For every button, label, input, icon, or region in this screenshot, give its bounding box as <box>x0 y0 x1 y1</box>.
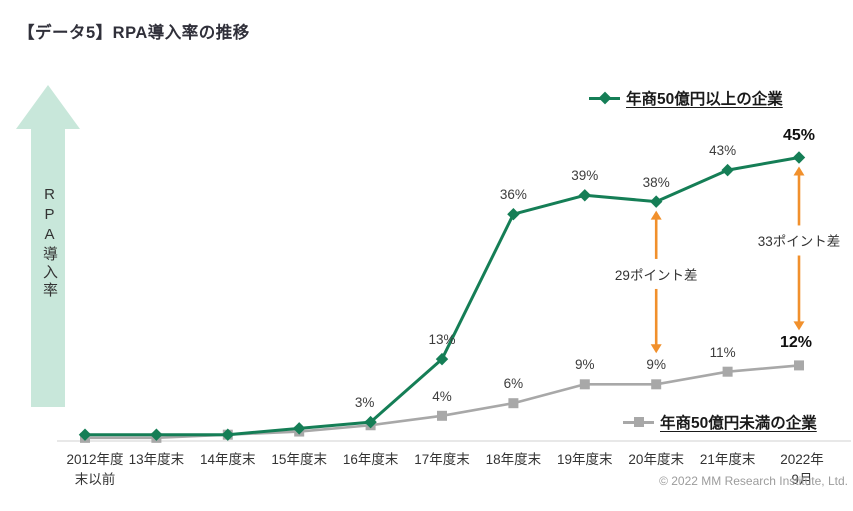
data-label: 9% <box>575 357 595 373</box>
data-label: 12% <box>779 334 813 352</box>
x-tick-label: 21年度末 <box>699 452 756 467</box>
data-label: 13% <box>428 332 456 348</box>
gap-arrow-down-head-icon <box>793 321 805 331</box>
data-point-diamond-icon <box>507 207 520 221</box>
gap-arrow-down-head-icon <box>650 344 662 354</box>
x-tick-label: 13年度末 <box>128 452 185 467</box>
data-point-square-icon <box>651 379 662 390</box>
legend-small-companies: 年商50億円未満の企業 <box>623 411 817 433</box>
copyright-text: © 2022 MM Research Institute, Ltd. <box>659 474 848 488</box>
x-tick-label: 2022年9月 <box>780 452 824 488</box>
data-point-diamond-icon <box>649 195 663 208</box>
x-tick-label: 2012年度 末以前 <box>66 452 124 488</box>
legend-square-marker-icon <box>623 416 654 428</box>
x-tick-label: 18年度末 <box>485 452 542 467</box>
data-label: 11% <box>709 344 736 360</box>
x-tick-label: 17年度末 <box>414 452 470 467</box>
data-label: 4% <box>432 388 452 404</box>
x-tick-label: 20年度末 <box>628 452 684 467</box>
x-tick-label: 16年度末 <box>342 452 399 467</box>
data-point-diamond-icon <box>435 352 449 366</box>
data-point-diamond-icon <box>221 428 235 441</box>
data-label: 36% <box>499 187 527 203</box>
data-point-diamond-icon <box>792 151 806 164</box>
data-label: 38% <box>642 174 670 190</box>
data-point-diamond-icon <box>578 189 592 202</box>
gap-arrow-up-head-icon <box>793 166 805 176</box>
gap-annotation-label: 33ポイント差 <box>754 230 844 251</box>
data-label: 43% <box>709 143 737 159</box>
legend-large-companies: 年商50億円以上の企業 <box>589 87 783 109</box>
legend-diamond-marker-icon <box>589 91 620 105</box>
gap-annotation-label: 29ポイント差 <box>611 263 701 284</box>
data-point-square-icon <box>437 410 447 421</box>
y-axis-arrow-icon <box>16 85 80 407</box>
x-tick-label: 15年度末 <box>271 452 327 467</box>
data-label: 45% <box>782 126 816 144</box>
gap-arrow-up-head-icon <box>650 210 662 220</box>
data-point-diamond-icon <box>364 415 377 429</box>
data-point-square-icon <box>794 360 804 371</box>
page-title: 【データ5】RPA導入率の推移 <box>18 24 250 42</box>
x-tick-label: 19年度末 <box>557 452 613 467</box>
y-axis-label: RPA導入率 <box>41 186 58 300</box>
data-label: 3% <box>354 395 375 411</box>
legend-small-companies-label: 年商50億円未満の企業 <box>660 415 817 432</box>
data-point-square-icon <box>579 379 590 390</box>
data-point-square-icon <box>508 398 519 409</box>
legend-large-companies-label: 年商50億円以上の企業 <box>626 91 783 108</box>
data-label: 9% <box>646 357 666 373</box>
data-point-square-icon <box>722 366 733 377</box>
x-tick-label: 14年度末 <box>200 452 256 467</box>
data-label: 39% <box>571 168 599 184</box>
data-label: 6% <box>503 376 524 392</box>
data-point-diamond-icon <box>721 163 734 177</box>
